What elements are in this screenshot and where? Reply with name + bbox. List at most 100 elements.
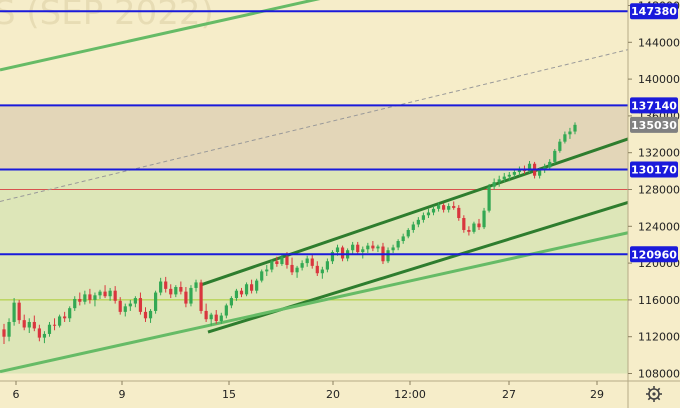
candle-80 [406, 228, 410, 239]
candle-13 [68, 306, 72, 322]
candle-29 [148, 309, 153, 323]
candle-91 [462, 215, 466, 233]
candle-26 [133, 296, 137, 308]
candle-77 [391, 244, 395, 253]
levels-group [0, 10, 628, 256]
candle-45 [229, 296, 233, 309]
candle-94 [477, 218, 481, 230]
candle-40 [204, 303, 208, 322]
svg-text:120960: 120960 [631, 248, 677, 261]
y-tick-label: 116000 [638, 294, 680, 307]
candle-35 [179, 281, 183, 295]
candle-104 [527, 160, 532, 173]
candle-12 [63, 311, 67, 322]
svg-text:135030: 135030 [631, 119, 677, 132]
candle-109 [553, 149, 557, 164]
candle-47 [239, 287, 244, 298]
candle-98 [497, 175, 501, 187]
x-tick-label: 29 [590, 388, 604, 401]
candle-22 [113, 286, 117, 304]
candle-10 [52, 318, 57, 331]
support-zone [0, 169, 628, 374]
candle-38 [194, 279, 198, 292]
candle-4 [22, 314, 26, 331]
candle-87 [442, 203, 446, 213]
candle-21 [108, 287, 112, 301]
candle-61 [310, 254, 314, 269]
candle-24 [123, 303, 127, 317]
candle-32 [164, 276, 168, 293]
upper-top-line [0, 0, 321, 72]
candle-50 [255, 278, 259, 294]
candle-79 [401, 233, 405, 244]
y-tick-label: 144000 [638, 36, 680, 49]
candle-58 [295, 265, 299, 278]
candle-76 [386, 247, 390, 264]
candle-6 [32, 315, 36, 332]
candle-41 [209, 312, 213, 326]
y-tick-label: 112000 [638, 331, 680, 344]
candle-95 [482, 207, 486, 230]
candle-8 [42, 331, 47, 344]
candle-5 [27, 318, 31, 334]
candle-85 [431, 206, 436, 216]
candle-9 [47, 321, 52, 337]
level-120960-tag: 120960 [630, 246, 678, 263]
candle-37 [189, 285, 193, 307]
candle-44 [224, 303, 228, 319]
candle-30 [153, 290, 158, 314]
level-130170-tag: 130170 [630, 161, 678, 178]
svg-text:137140: 137140 [631, 99, 677, 112]
level-137140-tag: 137140 [630, 97, 678, 114]
candle-19 [98, 289, 102, 299]
candle-81 [411, 221, 415, 233]
candle-31 [159, 277, 163, 296]
dashed-line [0, 49, 629, 202]
candle-102 [517, 166, 522, 176]
candle-108 [548, 159, 552, 170]
candle-46 [234, 288, 239, 301]
candle-51 [260, 269, 264, 283]
candle-99 [502, 172, 506, 183]
candle-3 [17, 299, 21, 324]
x-tick-label: 12:00 [394, 388, 426, 401]
x-tick-label: 27 [502, 388, 516, 401]
candle-11 [57, 314, 62, 328]
candle-49 [250, 279, 254, 294]
candle-110 [558, 138, 562, 153]
candle-113 [573, 122, 577, 135]
candle-101 [512, 169, 516, 178]
candle-64 [325, 258, 329, 273]
candle-28 [143, 307, 148, 322]
candle-73 [371, 241, 375, 252]
candle-23 [118, 297, 122, 315]
candle-100 [507, 172, 511, 182]
candle-14 [73, 296, 77, 311]
candle-25 [128, 299, 132, 311]
candle-18 [93, 292, 97, 307]
candle-63 [320, 266, 324, 279]
level-147380-tag: 147380 [630, 3, 678, 20]
y-tick-label: 108000 [638, 368, 680, 381]
y-tick-label: 132000 [638, 147, 680, 160]
candle-53 [270, 259, 274, 273]
y-tick-label: 128000 [638, 184, 680, 197]
candle-62 [315, 261, 319, 276]
candle-16 [83, 290, 87, 305]
candle-65 [330, 250, 335, 265]
candle-92 [467, 226, 471, 236]
trend-lines-group [0, 0, 629, 374]
settings-gear-icon[interactable] [646, 386, 662, 402]
candle-112 [568, 127, 572, 139]
candles-group [2, 122, 577, 345]
candle-39 [199, 279, 203, 314]
x-tick-label: 20 [326, 388, 340, 401]
x-tick-label: 6 [13, 388, 20, 401]
x-axis-ticks: 6 9 15 20 12:00 27 29 [13, 381, 604, 401]
candle-82 [416, 217, 420, 228]
candle-88 [447, 203, 451, 213]
candle-83 [421, 212, 426, 223]
candle-93 [472, 221, 476, 234]
candle-52 [265, 264, 269, 276]
